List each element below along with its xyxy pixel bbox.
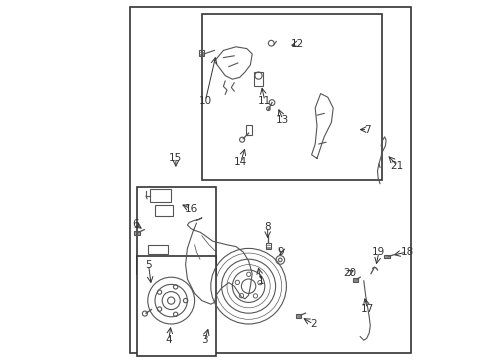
Bar <box>155 205 173 216</box>
Bar <box>202 14 382 180</box>
Bar <box>254 72 263 86</box>
Bar <box>137 256 216 356</box>
Text: 12: 12 <box>291 39 304 49</box>
Text: 18: 18 <box>400 247 414 257</box>
Text: 21: 21 <box>391 161 404 171</box>
Bar <box>149 189 171 202</box>
Text: 20: 20 <box>343 267 356 278</box>
Text: 17: 17 <box>361 303 374 314</box>
Text: 15: 15 <box>169 153 182 163</box>
Text: 19: 19 <box>372 247 386 257</box>
Text: 10: 10 <box>199 96 212 106</box>
Text: 16: 16 <box>184 204 197 214</box>
Bar <box>266 243 270 249</box>
Bar <box>296 314 301 318</box>
Text: 9: 9 <box>278 247 284 257</box>
Text: 3: 3 <box>201 335 208 345</box>
Bar <box>148 245 168 254</box>
Text: 7: 7 <box>364 125 371 135</box>
Bar <box>130 7 411 353</box>
Text: 13: 13 <box>276 114 290 125</box>
Bar <box>134 231 140 235</box>
Text: 4: 4 <box>165 335 172 345</box>
Bar <box>353 278 358 282</box>
Text: 2: 2 <box>310 319 317 329</box>
Bar <box>245 125 252 135</box>
Text: 5: 5 <box>145 260 152 270</box>
Bar <box>137 187 216 274</box>
Text: 1: 1 <box>258 276 265 286</box>
Bar <box>199 50 204 56</box>
Text: 11: 11 <box>258 96 271 106</box>
Text: 14: 14 <box>234 157 247 167</box>
Text: 6: 6 <box>132 219 139 229</box>
Text: 8: 8 <box>265 222 271 232</box>
Bar <box>384 255 390 258</box>
